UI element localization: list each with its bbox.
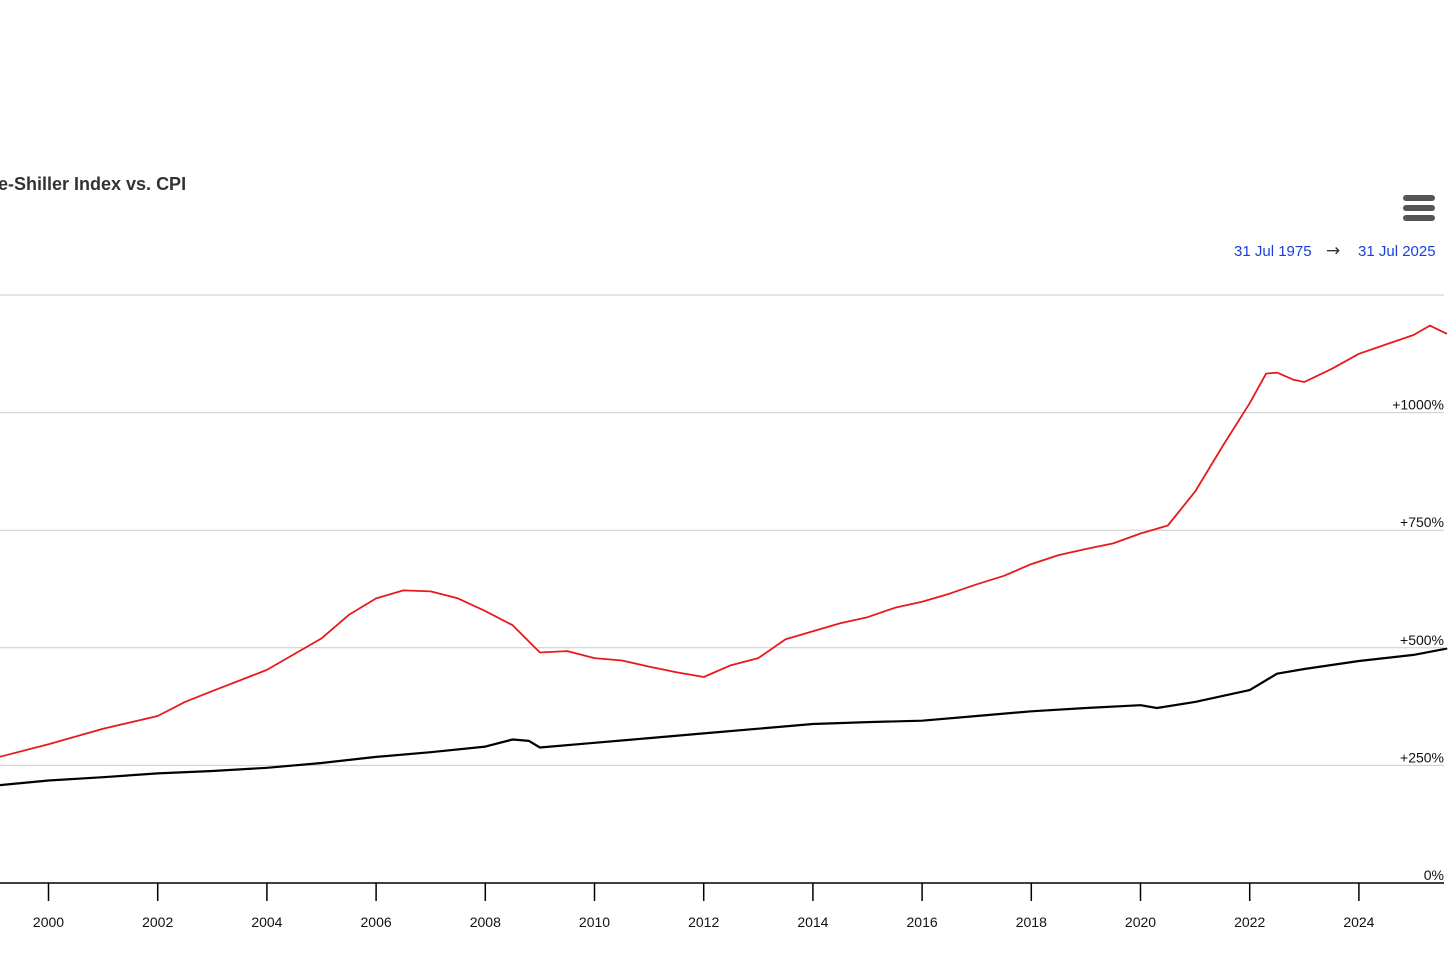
x-tick-label: 2016 xyxy=(907,914,938,930)
x-tick-label: 2004 xyxy=(251,914,282,930)
chart-title: e-Shiller Index vs. CPI xyxy=(0,174,187,194)
cpi-series-line[interactable] xyxy=(0,647,1448,787)
y-tick-label: +500% xyxy=(1400,632,1444,648)
gridlines xyxy=(0,294,1444,766)
range-start-date[interactable]: 31 Jul 1975 xyxy=(1234,243,1312,260)
x-tick-label: 2008 xyxy=(470,914,501,930)
x-tick-label: 2018 xyxy=(1016,914,1047,930)
y-tick-label: 0% xyxy=(1424,867,1444,883)
x-axis-labels: 2000 2002 2004 2006 2008 2010 2012 2014 2016 2018… xyxy=(33,914,1375,930)
x-tick-label: 2014 xyxy=(797,914,828,930)
hamburger-menu-icon-bar xyxy=(1403,205,1435,211)
hamburger-menu-icon-bar xyxy=(1403,215,1435,221)
x-tick-label: 2002 xyxy=(142,914,173,930)
chart-menu-button[interactable] xyxy=(1402,194,1436,222)
series-lines xyxy=(0,324,1448,787)
hamburger-menu-icon xyxy=(1403,195,1435,201)
x-tick-label: 2006 xyxy=(361,914,392,930)
y-axis-labels: 0% +250% +500% +750% +1000% xyxy=(1392,397,1444,883)
y-tick-label: +750% xyxy=(1400,514,1444,530)
x-tick-label: 2020 xyxy=(1125,914,1156,930)
x-axis xyxy=(0,882,1444,901)
x-tick-label: 2024 xyxy=(1343,914,1374,930)
range-end-date[interactable]: 31 Jul 2025 xyxy=(1358,243,1436,260)
x-tick-label: 2010 xyxy=(579,914,610,930)
x-tick-label: 2022 xyxy=(1234,914,1265,930)
x-tick-label: 2000 xyxy=(33,914,64,930)
x-tick-label: 2012 xyxy=(688,914,719,930)
range-arrow-icon: → xyxy=(1326,241,1341,261)
y-tick-label: +1000% xyxy=(1392,397,1444,413)
y-tick-label: +250% xyxy=(1400,749,1444,765)
case-shiller-series-line[interactable] xyxy=(0,324,1448,758)
